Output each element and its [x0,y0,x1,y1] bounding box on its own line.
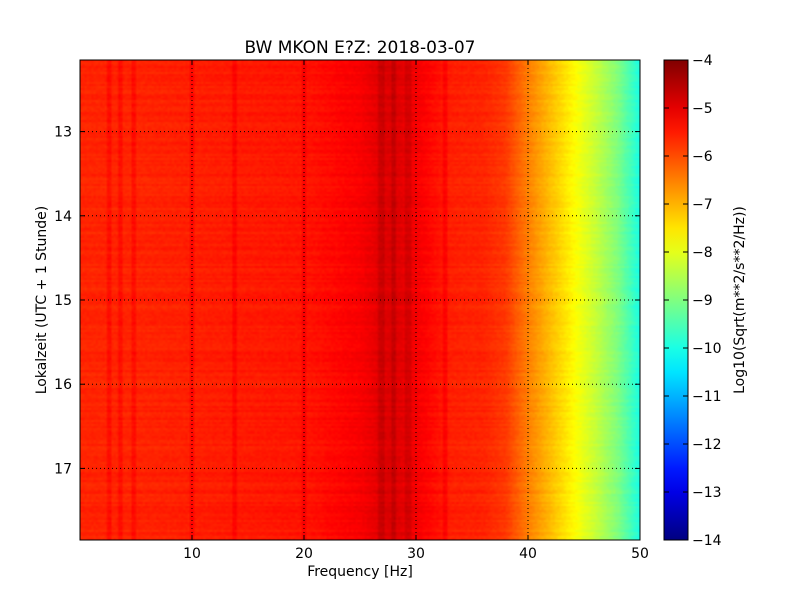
colorbar-tick-label: −7 [692,197,713,213]
x-tick-label: 50 [631,546,649,562]
colorbar-tick-label: −8 [692,245,713,261]
y-axis-label: Lokalzeit (UTC + 1 Stunde) [34,206,50,395]
y-tick-label: 16 [54,377,72,393]
colorbar-tick-label: −9 [692,293,713,309]
x-axis-label: Frequency [Hz] [307,564,413,580]
colorbar-tick-label: −10 [692,341,722,357]
colorbar-label: Log10(Sqrt(m**2/s**2/Hz)) [732,206,748,394]
colorbar-tick-label: −13 [692,485,722,501]
colorbar-tick-label: −12 [692,437,722,453]
colorbar-ticks: −4 −5 −6 −7 −8 −9 −10 −11 −12 −13 −14 [664,53,722,549]
plot-area: 10 20 30 40 50 13 14 15 16 17 [54,59,649,562]
x-axis-ticks: 10 20 30 40 50 [183,60,649,562]
x-tick-label: 30 [407,546,425,562]
x-tick-label: 10 [183,546,201,562]
colorbar-tick-label: −14 [692,533,722,549]
y-tick-label: 17 [54,461,72,477]
colorbar-tick-label: −11 [692,389,722,405]
colorbar-tick-label: −4 [692,53,713,69]
x-tick-label: 40 [519,546,537,562]
y-axis-ticks: 13 14 15 16 17 [54,125,640,477]
y-tick-label: 13 [54,125,72,141]
x-tick-label: 20 [295,546,313,562]
y-tick-label: 14 [54,209,72,225]
colorbar-tick-label: −6 [692,149,713,165]
grid-lines [80,60,640,540]
chart-title: BW MKON E?Z: 2018-03-07 [245,38,476,58]
colorbar-tick-label: −5 [692,101,713,117]
y-tick-label: 15 [54,293,72,309]
colorbar: −4 −5 −6 −7 −8 −9 −10 −11 −12 −13 −14 [663,53,722,549]
